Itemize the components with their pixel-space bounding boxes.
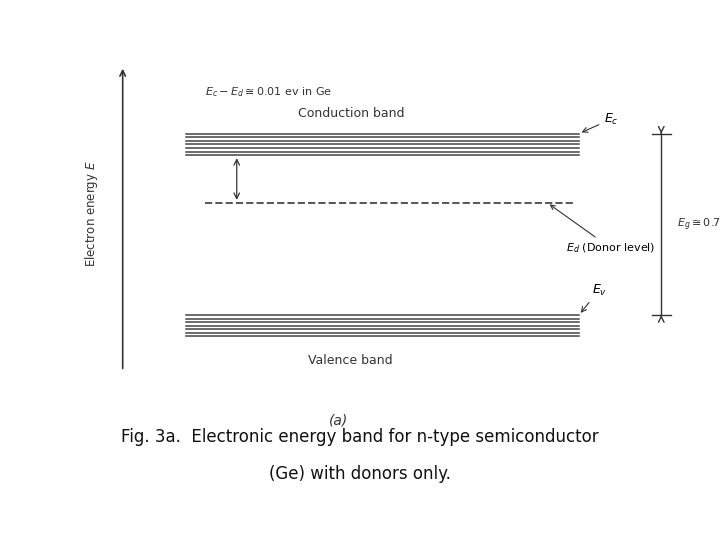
Text: $E_c - E_d \cong 0.01$ ev in Ge: $E_c - E_d \cong 0.01$ ev in Ge (205, 85, 332, 98)
Text: $E_v$: $E_v$ (582, 282, 607, 312)
Text: Conduction band: Conduction band (297, 106, 404, 119)
Text: $E_c$: $E_c$ (582, 111, 618, 132)
Text: Electron energy $E$: Electron energy $E$ (83, 160, 99, 267)
Text: (Ge) with donors only.: (Ge) with donors only. (269, 465, 451, 483)
Text: $E_d$ (Donor level): $E_d$ (Donor level) (551, 205, 656, 255)
Text: Fig. 3a.  Electronic energy band for n-type semiconductor: Fig. 3a. Electronic energy band for n-ty… (121, 428, 599, 445)
Text: $E_g \cong 0.7$ ev in Ge: $E_g \cong 0.7$ ev in Ge (677, 216, 720, 233)
Text: (a): (a) (328, 414, 348, 427)
Text: Valence band: Valence band (308, 354, 393, 367)
